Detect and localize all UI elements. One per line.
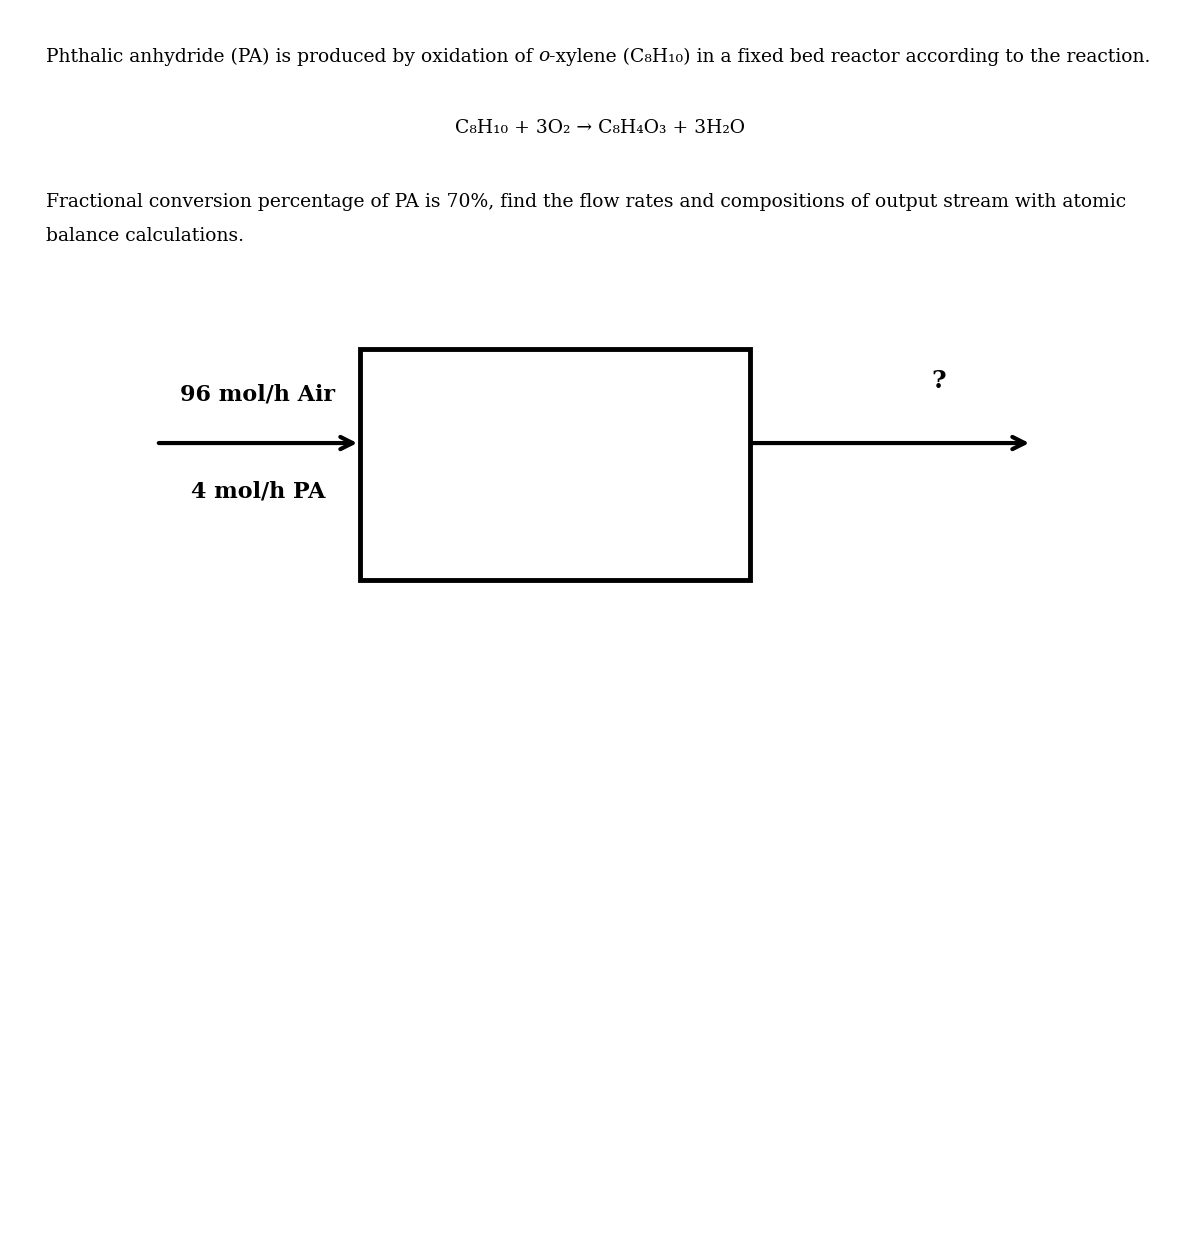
Text: o: o (539, 47, 550, 65)
Text: Phthalic anhydride (PA) is produced by oxidation of: Phthalic anhydride (PA) is produced by o… (46, 47, 539, 66)
Text: 4 mol/h PA: 4 mol/h PA (191, 480, 325, 503)
Text: ?: ? (931, 369, 947, 393)
Text: Fractional conversion percentage of PA is 70%, find the flow rates and compositi: Fractional conversion percentage of PA i… (46, 193, 1126, 211)
Text: C₈H₁₀ + 3O₂ → C₈H₄O₃ + 3H₂O: C₈H₁₀ + 3O₂ → C₈H₄O₃ + 3H₂O (455, 119, 745, 136)
Text: 96 mol/h Air: 96 mol/h Air (180, 383, 336, 406)
Text: balance calculations.: balance calculations. (46, 227, 244, 245)
Text: -xylene (C₈H₁₀) in a fixed bed reactor according to the reaction.: -xylene (C₈H₁₀) in a fixed bed reactor a… (550, 47, 1151, 66)
Bar (360, 349, 750, 580)
